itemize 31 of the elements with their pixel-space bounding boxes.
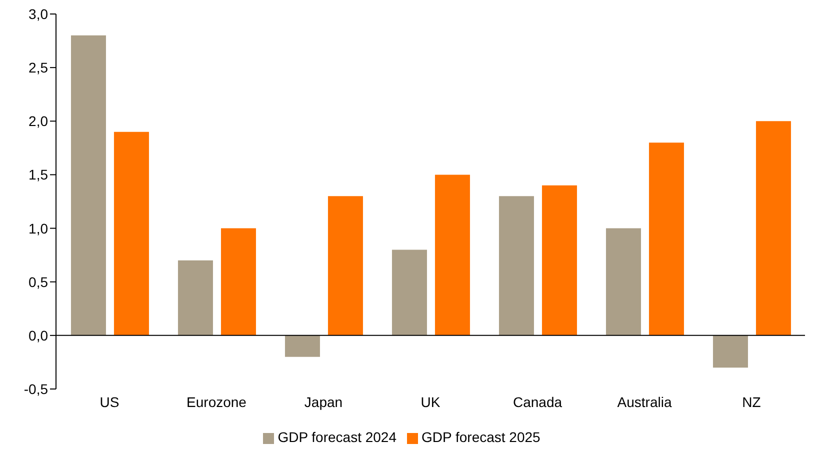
y-tick-label: 3,0 — [28, 6, 48, 22]
bar — [392, 250, 427, 336]
x-tick-label: Australia — [617, 394, 672, 410]
bar — [328, 196, 363, 336]
y-tick-label: -0,5 — [24, 380, 48, 397]
x-tick-label: Japan — [304, 394, 343, 410]
x-tick-label: Eurozone — [186, 394, 247, 410]
x-tick-label: US — [100, 394, 120, 410]
y-tick-label: 0,5 — [28, 274, 48, 290]
x-tick-label: Canada — [512, 394, 562, 410]
bar — [498, 196, 534, 336]
y-tick-label: 2,0 — [28, 113, 48, 130]
bar — [220, 228, 256, 336]
y-tick-label: 1,5 — [28, 166, 48, 183]
bar — [606, 228, 641, 336]
bar — [712, 335, 748, 368]
bar — [114, 132, 149, 336]
y-tick-label: 0,0 — [28, 327, 48, 344]
x-tick-label: UK — [420, 394, 441, 410]
x-tick-label: NZ — [742, 394, 762, 410]
bar — [434, 174, 470, 336]
legend-label: GDP forecast 2025 — [422, 429, 540, 445]
bar — [178, 260, 213, 336]
bar — [70, 35, 106, 336]
bar — [542, 185, 577, 336]
bar — [284, 335, 320, 357]
y-tick-label: 1,0 — [28, 220, 48, 236]
legend-label: GDP forecast 2024 — [278, 429, 396, 445]
bar — [648, 142, 684, 336]
bar — [756, 121, 791, 336]
y-tick-label: 2,5 — [28, 60, 48, 76]
